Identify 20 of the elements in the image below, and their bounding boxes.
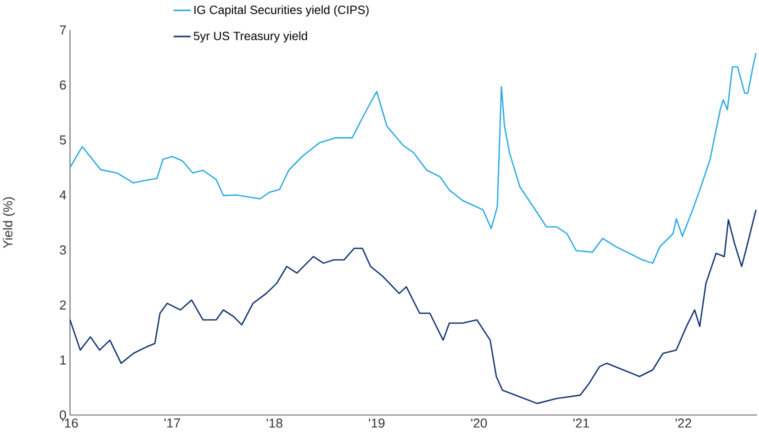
- x-tick-label: '21: [573, 418, 589, 428]
- x-tick-label: '20: [471, 418, 487, 428]
- legend-label: IG Capital Securities yield (CIPS): [194, 5, 369, 16]
- y-tick-label: 2: [60, 300, 66, 310]
- legend-label: 5yr US Treasury yield: [194, 31, 308, 43]
- y-tick-label: 6: [60, 80, 66, 90]
- x-tick-label: '22: [676, 418, 692, 428]
- y-tick-label: 0: [60, 410, 66, 420]
- x-tick-label: '16: [62, 418, 78, 428]
- line-series: [69, 209, 757, 404]
- y-tick-label: 1: [60, 356, 66, 364]
- line-series: [69, 52, 757, 264]
- y-tick-label: 3: [60, 245, 66, 255]
- x-tick-label: '18: [266, 418, 282, 428]
- x-tick-label: '19: [368, 418, 385, 428]
- x-tick-label: '17: [164, 418, 180, 428]
- y-axis-title: Yield (%): [2, 197, 15, 248]
- y-tick-label: 7: [60, 26, 66, 34]
- y-tick-label: 5: [60, 135, 66, 145]
- y-tick-label: 4: [60, 190, 66, 200]
